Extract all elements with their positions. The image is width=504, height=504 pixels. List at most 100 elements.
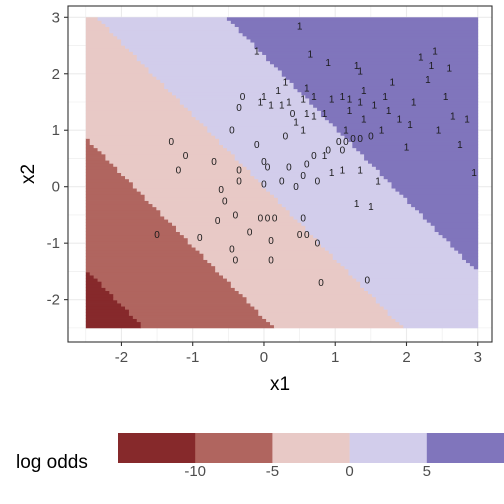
heatmap-tile <box>85 216 165 220</box>
heatmap-tile <box>270 321 400 326</box>
point-label: 1 <box>347 95 353 106</box>
legend-tick-label: 0 <box>345 463 353 480</box>
point-label: 0 <box>368 131 374 142</box>
heatmap-tile <box>97 147 228 152</box>
heatmap-tile <box>383 306 479 310</box>
point-label: 0 <box>222 196 228 207</box>
heatmap-tile <box>375 166 479 170</box>
heatmap-tile <box>136 188 267 192</box>
heatmap-tile <box>289 212 424 217</box>
heatmap-tile <box>332 122 479 127</box>
heatmap-tile <box>85 203 153 208</box>
heatmap-tile <box>85 79 161 83</box>
point-label: 1 <box>397 114 403 125</box>
point-label: 1 <box>450 112 456 123</box>
heatmap-tile <box>422 216 479 220</box>
heatmap-tile <box>175 228 306 232</box>
heatmap-tile <box>273 63 479 68</box>
heatmap-tile <box>473 265 479 270</box>
point-label: 0 <box>293 182 299 193</box>
point-label: 1 <box>382 92 388 103</box>
heatmap-tile <box>85 281 102 285</box>
heatmap-tile <box>85 82 165 87</box>
plot-panel: 0000000000000000000000000000000000000000… <box>67 5 493 343</box>
heatmap-tile <box>85 39 122 43</box>
heatmap-tile <box>85 29 110 34</box>
legend-tick-label: 5 <box>423 463 431 480</box>
data-points: 0000000000000000000000000000000000000000… <box>154 21 477 289</box>
heatmap-tile <box>332 253 463 257</box>
heatmap-tile <box>356 147 479 152</box>
heatmap-tile <box>415 206 479 211</box>
heatmap-tile <box>109 290 240 295</box>
heatmap-tile <box>113 32 243 37</box>
point-label: 1 <box>407 120 413 131</box>
heatmap-tile <box>113 293 243 298</box>
heatmap-tile <box>85 175 126 180</box>
heatmap-tile <box>85 141 91 146</box>
heatmap-tile <box>85 309 130 313</box>
heatmap-tile <box>85 200 149 205</box>
heatmap-tile <box>140 324 275 329</box>
heatmap-tile <box>140 321 271 326</box>
heatmap-tile <box>85 157 106 161</box>
heatmap-tile <box>132 51 263 55</box>
heatmap-tile <box>383 175 479 180</box>
heatmap-tile <box>281 203 412 208</box>
point-label: 0 <box>290 109 296 120</box>
point-label: 0 <box>272 213 278 224</box>
heatmap-tile <box>250 303 381 307</box>
heatmap-tile <box>250 169 381 173</box>
heatmap-tile <box>85 98 181 102</box>
heatmap-tile <box>160 79 291 83</box>
heatmap-tile <box>179 231 310 236</box>
heatmap-tile <box>301 222 432 226</box>
heatmap-tile <box>109 26 240 31</box>
heatmap-tile <box>117 35 247 40</box>
point-label: 0 <box>336 137 342 148</box>
heatmap-tile <box>85 250 200 254</box>
heatmap-tile <box>230 150 361 155</box>
heatmap-tile <box>85 240 189 245</box>
heatmap-tile <box>85 70 149 74</box>
heatmap-tile <box>85 101 181 105</box>
heatmap-tile <box>418 209 479 214</box>
heatmap-tile <box>219 138 349 142</box>
heatmap-tile <box>101 284 232 288</box>
x-tick-label: 0 <box>260 349 268 366</box>
heatmap-tile <box>422 212 479 217</box>
x-tick-label: 2 <box>402 349 410 366</box>
heatmap-tile <box>297 88 479 93</box>
heatmap-tile <box>85 318 138 323</box>
heatmap-tile <box>411 203 479 208</box>
x-axis: -2 -1 0 1 2 3 <box>115 342 482 366</box>
heatmap-tile <box>175 94 306 99</box>
heatmap-tile <box>85 299 118 304</box>
heatmap-tile <box>387 309 479 313</box>
heatmap-tile <box>199 119 330 124</box>
point-label: 0 <box>318 278 324 289</box>
heatmap-tile <box>469 262 479 267</box>
heatmap-tile <box>446 237 479 242</box>
heatmap-tile <box>117 299 247 304</box>
heatmap-tile <box>211 262 341 267</box>
heatmap-tile <box>262 181 392 186</box>
heatmap-tile <box>348 268 479 273</box>
heatmap-tile <box>85 262 212 267</box>
heatmap-tile <box>215 135 345 139</box>
heatmap-tile <box>140 60 271 65</box>
heatmap-tile <box>85 259 208 264</box>
heatmap-tile <box>85 185 134 189</box>
legend-swatch <box>349 433 428 463</box>
heatmap-tile <box>246 296 377 301</box>
heatmap-tile <box>85 23 106 28</box>
heatmap-tile <box>85 244 193 248</box>
heatmap-tile <box>136 54 267 59</box>
heatmap-tile <box>238 160 369 164</box>
point-label: 0 <box>304 230 310 241</box>
heatmap-tile <box>332 256 463 260</box>
heatmap-tile <box>183 234 314 239</box>
heatmap-tile <box>85 20 102 24</box>
point-label: 0 <box>229 244 235 255</box>
